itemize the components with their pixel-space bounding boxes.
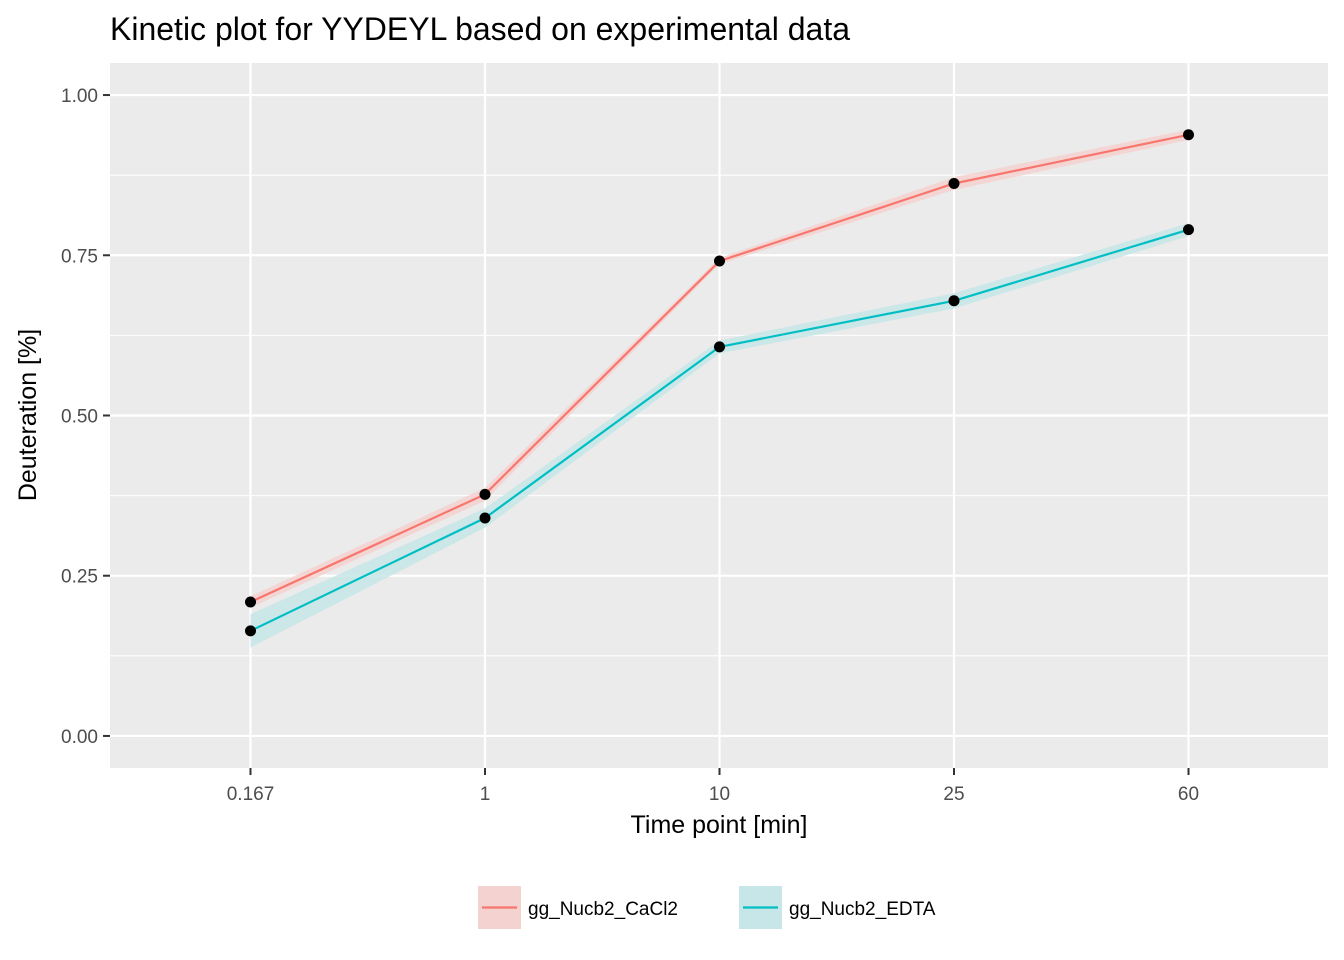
legend-label-gg_Nucb2_EDTA: gg_Nucb2_EDTA	[789, 899, 936, 920]
data-points	[245, 129, 1194, 637]
point-gg_Nucb2_CaCl2-1	[479, 488, 491, 500]
y-tick-label: 0.00	[61, 727, 98, 748]
point-gg_Nucb2_CaCl2-25	[948, 177, 960, 189]
y-tick-label: 0.25	[61, 567, 98, 588]
point-gg_Nucb2_EDTA-10	[714, 341, 725, 353]
point-gg_Nucb2_EDTA-0.167	[245, 625, 256, 637]
y-axis-title: Deuteration [%]	[14, 329, 42, 501]
x-tick-label: 60	[1178, 784, 1199, 805]
confidence-bands	[250, 129, 1189, 648]
x-axis-ticks: 0.167 1 10 25 60	[227, 768, 1199, 805]
x-tick-label: 25	[943, 784, 964, 805]
chart-title: Kinetic plot for YYDEYL based on experim…	[110, 11, 850, 47]
band-gg_Nucb2_CaCl2	[250, 129, 1189, 608]
point-gg_Nucb2_EDTA-25	[948, 295, 960, 307]
point-gg_Nucb2_CaCl2-60	[1183, 129, 1194, 141]
y-tick-label: 1.00	[61, 86, 98, 107]
point-gg_Nucb2_CaCl2-10	[714, 255, 725, 267]
x-tick-label: 1	[480, 784, 491, 805]
x-tick-label: 0.167	[227, 784, 275, 805]
y-tick-label: 0.50	[61, 407, 98, 428]
legend-label-gg_Nucb2_CaCl2: gg_Nucb2_CaCl2	[528, 899, 678, 920]
x-axis-title: Time point [min]	[631, 811, 808, 839]
point-gg_Nucb2_CaCl2-0.167	[245, 596, 256, 608]
legend: gg_Nucb2_CaCl2 gg_Nucb2_EDTA	[478, 886, 936, 929]
point-gg_Nucb2_EDTA-60	[1183, 224, 1194, 236]
y-axis-ticks: 0.00 0.25 0.50 0.75 1.00	[61, 86, 110, 748]
point-gg_Nucb2_EDTA-1	[479, 512, 491, 524]
y-tick-label: 0.75	[61, 246, 98, 267]
grid-lines	[110, 63, 1328, 768]
x-tick-label: 10	[709, 784, 730, 805]
